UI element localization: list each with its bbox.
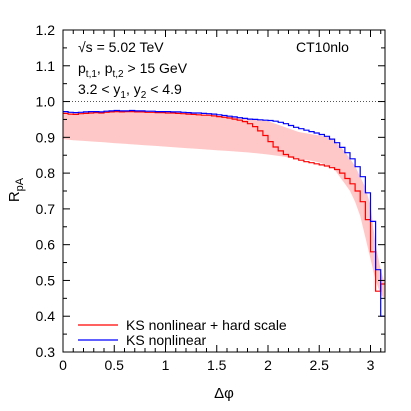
series-line-1 (63, 109, 385, 317)
x-tick-label: 3 (367, 357, 375, 373)
x-tick-label: 1 (162, 357, 170, 373)
uncertainty-band-layer (63, 110, 385, 299)
y-axis-title: RpA (6, 177, 26, 202)
plot-frame (62, 29, 386, 353)
y-tick-label: 0.9 (36, 129, 56, 145)
y-axis-title-text: RpA (6, 177, 26, 202)
x-tick-label: 0 (59, 357, 67, 373)
x-tick-label: 1.5 (207, 357, 227, 373)
uncertainty-band (63, 110, 385, 299)
annotation-box: √s = 5.02 TeV pt,1, pt,2 > 15 GeV 3.2 < … (78, 39, 349, 101)
y-tick-label: 0.6 (36, 237, 56, 253)
y-tick-label: 1.0 (36, 94, 56, 110)
energy-annotation: √s = 5.02 TeV (78, 39, 164, 55)
series-layer (63, 109, 385, 317)
y-tick-label: 1.1 (36, 58, 56, 74)
rapidity-annotation: 3.2 < y1, y2 < 4.9 (78, 81, 182, 101)
y-tick-label: 0.5 (36, 272, 56, 288)
y-tick-label: 0.8 (36, 165, 56, 181)
y-tick-label: 0.4 (36, 308, 56, 324)
pdf-annotation: CT10nlo (296, 39, 349, 55)
y-tick-label: 0.7 (36, 201, 56, 217)
pt-cut-annotation: pt,1, pt,2 > 15 GeV (78, 60, 188, 80)
x-tick-label: 2 (264, 357, 272, 373)
x-tick-label: 0.5 (105, 357, 125, 373)
axes-layer: 0 0.5 1 1.5 2 2.5 3 0.3 0.4 0.5 0.6 0.7 0.8 0.9 1.0 1.1… (36, 22, 386, 373)
y-tick-label: 1.2 (36, 22, 56, 38)
x-tick-label: 2.5 (310, 357, 330, 373)
legend-label-nonlinear: KS nonlinear (126, 332, 207, 348)
legend: KS nonlinear + hard scale KS nonlinear (78, 317, 287, 348)
legend-label-hard-scale: KS nonlinear + hard scale (126, 317, 287, 333)
series-line-0 (63, 111, 385, 292)
x-axis-title: Δφ (214, 385, 234, 402)
y-tick-label: 0.3 (36, 344, 56, 360)
